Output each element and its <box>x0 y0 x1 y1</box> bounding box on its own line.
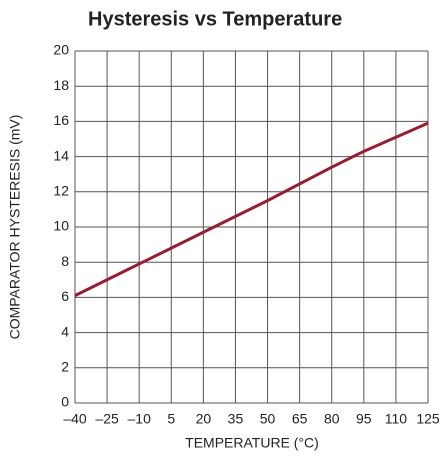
y-tick-label: 0 <box>61 394 69 410</box>
x-tick-label: 125 <box>416 411 440 427</box>
x-tick-label: 50 <box>260 411 276 427</box>
y-tick-label: 20 <box>53 42 69 58</box>
x-axis-label: TEMPERATURE (°C) <box>185 435 319 451</box>
y-tick-label: 14 <box>53 147 69 163</box>
x-tick-label: 20 <box>196 411 212 427</box>
y-tick-label: 2 <box>61 359 69 375</box>
y-axis-label: COMPARATOR HYSTERESIS (mV) <box>7 115 23 340</box>
y-tick-label: 16 <box>53 112 69 128</box>
x-tick-label: 80 <box>324 411 340 427</box>
y-tick-label: 4 <box>61 323 69 339</box>
y-tick-label: 8 <box>61 253 69 269</box>
chart-title: Hysteresis vs Temperature <box>88 8 342 30</box>
y-tick-label: 18 <box>53 77 69 93</box>
x-tick-label: 65 <box>292 411 308 427</box>
x-tick-label: 35 <box>228 411 244 427</box>
x-tick-label: –40 <box>63 411 87 427</box>
x-tick-label: 95 <box>356 411 372 427</box>
x-tick-label: –10 <box>128 411 152 427</box>
data-line <box>74 121 429 297</box>
y-tick-label: 10 <box>53 218 69 234</box>
x-tick-label: 5 <box>167 411 175 427</box>
x-tick-label: –25 <box>95 411 119 427</box>
x-tick-label: 110 <box>385 411 408 427</box>
y-tick-label: 12 <box>53 183 69 199</box>
y-tick-label: 6 <box>61 288 69 304</box>
